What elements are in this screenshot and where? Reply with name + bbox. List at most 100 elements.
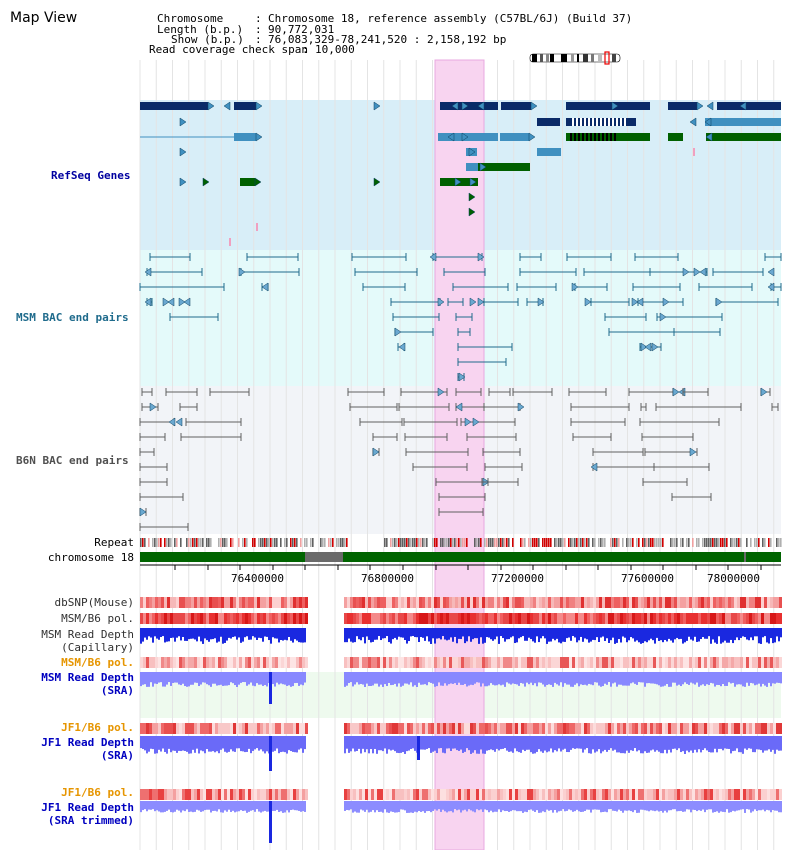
read-depth-bar <box>394 628 396 638</box>
heatmap-cell <box>635 789 638 800</box>
read-depth-bar <box>258 801 260 812</box>
read-depth-bar <box>464 672 466 684</box>
heatmap-cell <box>677 613 680 624</box>
heatmap-cell <box>419 597 422 608</box>
read-depth-bar <box>410 672 412 683</box>
repeat-element <box>246 538 248 547</box>
heatmap-cell <box>464 657 467 668</box>
read-depth-bar <box>696 628 698 642</box>
read-depth-bar <box>628 628 630 641</box>
read-depth-bar <box>462 628 464 637</box>
read-depth-bar <box>528 736 530 750</box>
read-depth-bar <box>620 672 622 685</box>
heatmap-cell <box>161 597 164 608</box>
read-depth-bar <box>570 628 572 641</box>
read-depth-bar <box>266 628 268 637</box>
read-depth-bar <box>226 672 228 686</box>
read-depth-bar <box>364 801 366 812</box>
read-depth-bar <box>612 801 614 811</box>
heatmap-cell <box>443 723 446 734</box>
repeat-element <box>260 538 262 547</box>
heatmap-cell <box>626 597 629 608</box>
heatmap-cell <box>506 613 509 624</box>
heatmap-cell <box>275 657 278 668</box>
read-depth-bar <box>348 801 350 811</box>
heatmap-cell <box>287 789 290 800</box>
heatmap-cell <box>464 789 467 800</box>
read-depth-bar <box>448 628 450 640</box>
read-depth-bar <box>686 628 688 641</box>
heatmap-cell <box>260 789 263 800</box>
heatmap-cell <box>185 657 188 668</box>
heatmap-cell <box>302 613 305 624</box>
read-depth-bar <box>500 736 502 750</box>
ideogram-band <box>577 54 579 62</box>
heatmap-cell <box>521 657 524 668</box>
repeat-element <box>180 538 182 547</box>
heatmap-cell <box>422 789 425 800</box>
heatmap-cell <box>221 657 224 668</box>
read-depth-bar <box>398 672 400 684</box>
heatmap-cell <box>671 789 674 800</box>
repeat-element <box>424 538 426 547</box>
read-depth-bar <box>232 628 234 638</box>
heatmap-cell <box>233 597 236 608</box>
feature-arrow <box>178 297 186 307</box>
track-label-msm-bac[interactable]: MSM BAC end pairs <box>16 311 129 324</box>
read-depth-bar <box>542 628 544 637</box>
heatmap-cell <box>641 613 644 624</box>
heatmap-cell <box>437 723 440 734</box>
heatmap-cell <box>380 789 383 800</box>
read-depth-bar <box>538 736 540 750</box>
track-label-b6n-bac[interactable]: B6N BAC end pairs <box>16 454 129 467</box>
repeat-element <box>512 538 514 547</box>
read-depth-bar <box>150 736 152 749</box>
heatmap-cell <box>179 597 182 608</box>
heatmap-cell <box>491 613 494 624</box>
track-label-dbsnp: dbSNP(Mouse) <box>54 596 134 609</box>
heatmap-cell <box>554 597 557 608</box>
heatmap-cell <box>443 657 446 668</box>
heatmap-cell <box>497 613 500 624</box>
read-depth-bar <box>586 672 588 686</box>
heatmap-cell <box>146 789 149 800</box>
heatmap-cell <box>305 789 308 800</box>
read-depth-bar <box>262 628 264 642</box>
read-depth-bar <box>650 628 652 639</box>
read-depth-bar <box>634 801 636 811</box>
read-depth-bar <box>274 672 276 687</box>
read-depth-bar <box>622 628 624 637</box>
read-depth-bar <box>740 672 742 685</box>
heatmap-cell <box>452 613 455 624</box>
repeat-element <box>244 538 246 547</box>
read-depth-bar <box>452 801 454 813</box>
heatmap-cell <box>779 597 782 608</box>
track-label-refseq[interactable]: RefSeq Genes <box>51 169 131 182</box>
read-depth-bar <box>528 801 530 810</box>
read-depth-bar <box>388 628 390 643</box>
read-depth-bar <box>202 628 204 644</box>
heatmap-cell <box>425 657 428 668</box>
read-depth-bar <box>180 736 182 752</box>
read-depth-bar <box>292 801 294 810</box>
heatmap-cell <box>182 723 185 734</box>
read-depth-bar <box>208 736 210 752</box>
feature-arrow <box>715 297 723 307</box>
read-depth-bar <box>622 736 624 754</box>
axis-tick-label: 78000000 <box>707 572 760 585</box>
read-depth-bar <box>518 672 520 686</box>
read-depth-bar <box>754 801 756 810</box>
info-sep-4: : <box>302 43 309 56</box>
read-depth-bar <box>530 672 532 683</box>
heatmap-cell <box>146 597 149 608</box>
heatmap-cell <box>155 723 158 734</box>
feature-arrow <box>537 297 545 307</box>
read-depth-bar <box>596 672 598 683</box>
heatmap-cell <box>593 613 596 624</box>
feature-arrow <box>144 297 152 307</box>
read-depth-bar <box>480 736 482 750</box>
read-depth-bar <box>472 801 474 812</box>
heatmap-cell <box>479 613 482 624</box>
heatmap-cell <box>377 657 380 668</box>
